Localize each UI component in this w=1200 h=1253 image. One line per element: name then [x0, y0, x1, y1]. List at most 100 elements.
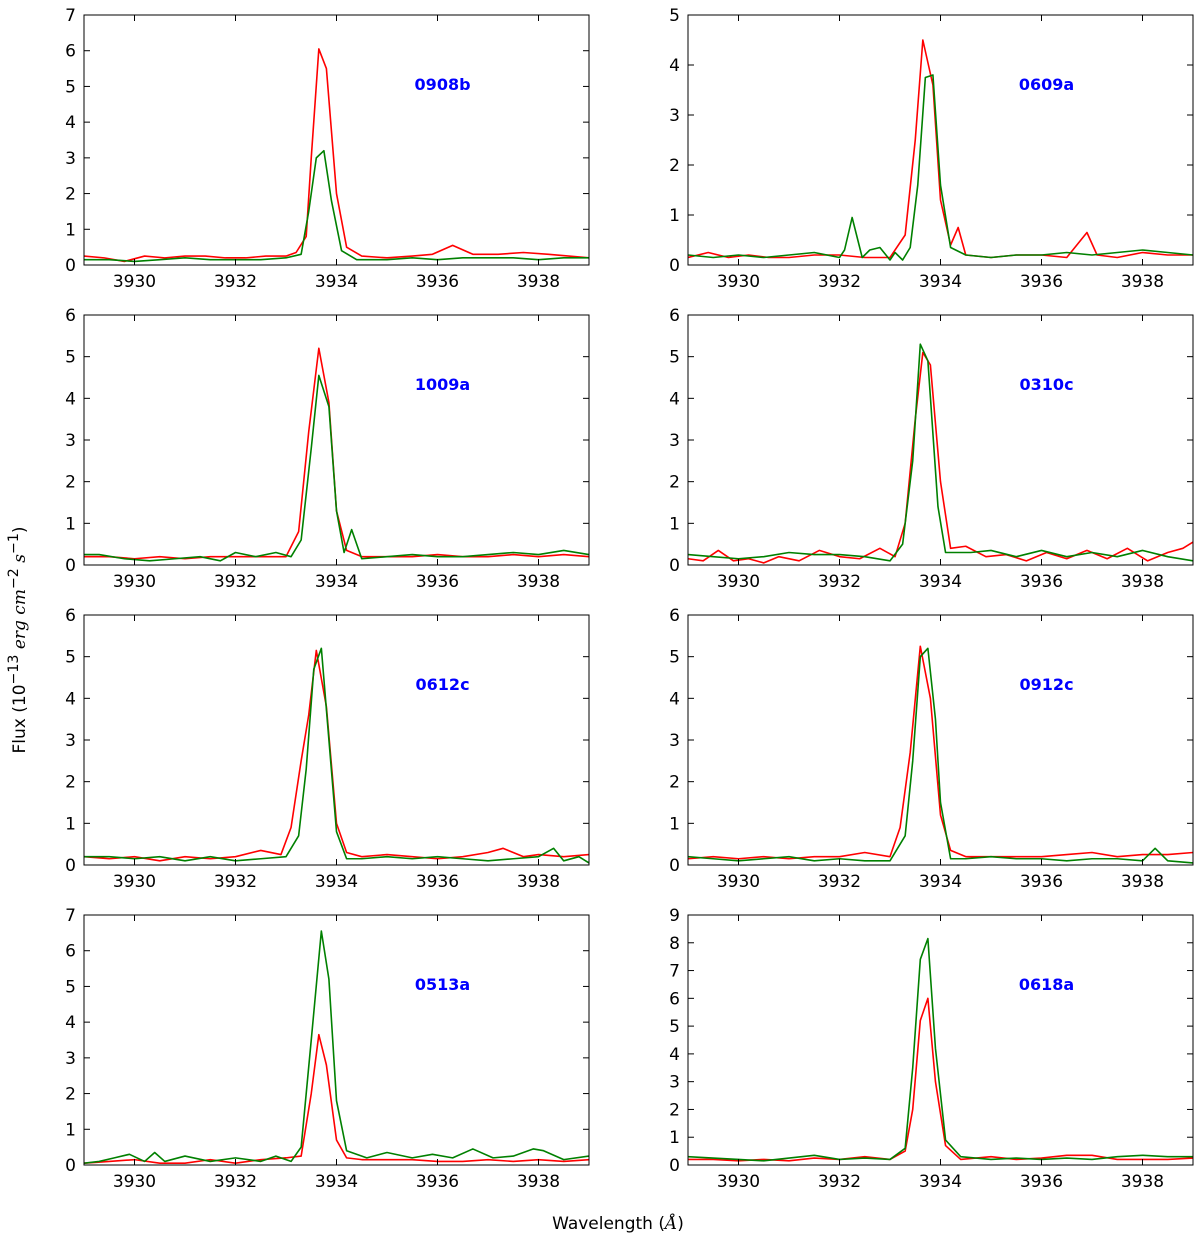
series-line-green — [84, 149, 589, 263]
y-axis-label-seconds-exponent: −1 — [6, 533, 23, 555]
y-tick-label: 3 — [65, 1049, 76, 1069]
y-tick-label: 5 — [65, 977, 76, 997]
x-tick-label: 3932 — [818, 1172, 861, 1192]
y-tick-label: 0 — [669, 856, 680, 876]
x-tick-label: 3938 — [1121, 872, 1164, 892]
x-tick-label: 3932 — [818, 872, 861, 892]
y-tick-label: 4 — [669, 689, 680, 709]
y-tick-label: 3 — [669, 431, 680, 451]
panel-label: 0618a — [1019, 975, 1074, 994]
y-tick-label: 3 — [669, 106, 680, 126]
y-tick-label: 4 — [669, 56, 680, 76]
y-axis-label-exponent: −13 — [6, 654, 23, 685]
y-tick-label: 1 — [65, 1120, 76, 1140]
x-tick-label: 3934 — [919, 872, 962, 892]
series-line-green — [688, 647, 1193, 864]
x-tick-label: 3932 — [214, 272, 257, 292]
series-line-red — [84, 347, 589, 560]
y-tick-label: 7 — [669, 962, 680, 982]
chart-panel-0912c: 0 1 2 3 4 5 6 3930 3932 3934 3936 3938 0912c — [669, 606, 1194, 892]
x-tick-label: 3938 — [517, 1172, 560, 1192]
x-tick-label: 3932 — [214, 572, 257, 592]
x-tick-label: 3934 — [919, 272, 962, 292]
chart-panel-0612c: 0 1 2 3 4 5 6 3930 3932 3934 3936 3938 0612c — [65, 606, 590, 892]
y-tick-label: 6 — [669, 989, 680, 1009]
x-axis-label-prefix: Wavelength ( — [552, 1214, 665, 1234]
y-tick-label: 3 — [669, 731, 680, 751]
y-tick-label: 7 — [65, 6, 76, 26]
y-tick-label: 0 — [65, 256, 76, 276]
chart-panel-0618a: 0 1 2 3 4 5 6 7 8 9 3930 3932 3934 3936 3938 0618a — [669, 906, 1194, 1192]
x-tick-label: 3936 — [416, 272, 459, 292]
x-tick-label: 3934 — [315, 272, 358, 292]
y-tick-label: 2 — [669, 1100, 680, 1120]
series-line-green — [84, 930, 589, 1165]
x-axis-label-unit: Å — [664, 1214, 678, 1234]
panel-label: 0513a — [415, 975, 470, 994]
plot-frame — [83, 314, 590, 566]
x-tick-label: 3936 — [1020, 872, 1063, 892]
x-tick-label: 3936 — [416, 1172, 459, 1192]
y-axis-label-units-exponent: −2 — [6, 568, 23, 590]
x-tick-label: 3936 — [1020, 1172, 1063, 1192]
plot-frame — [687, 614, 1194, 866]
chart-panel-0513a: 0 1 2 3 4 5 6 7 3930 3932 3934 3936 3938 0513a — [65, 906, 590, 1192]
plot-frame — [83, 914, 590, 1166]
y-tick-label: 2 — [65, 473, 76, 493]
y-tick-label: 1 — [65, 514, 76, 534]
y-tick-label: 3 — [65, 149, 76, 169]
x-tick-label: 3932 — [214, 872, 257, 892]
chart-panel-0908b: 0 1 2 3 4 5 6 7 3930 3932 3934 3936 3938 0908b — [65, 6, 590, 292]
y-axis-label: Flux (10−13 erg cm−2 s−1) — [6, 527, 30, 754]
x-axis-label: Wavelength (Å) — [552, 1214, 684, 1234]
y-tick-label: 3 — [65, 431, 76, 451]
x-tick-label: 3930 — [113, 572, 156, 592]
y-tick-label: 5 — [669, 348, 680, 368]
y-tick-label: 0 — [65, 1156, 76, 1176]
y-tick-label: 7 — [65, 906, 76, 926]
panel-label: 0912c — [1020, 675, 1074, 694]
chart-panel-1009a: 0 1 2 3 4 5 6 3930 3932 3934 3936 3938 1009a — [65, 306, 590, 592]
x-tick-label: 3938 — [517, 572, 560, 592]
y-axis-label-container: Flux (10−13 erg cm−2 s−1) — [0, 0, 40, 1253]
y-tick-label: 5 — [669, 6, 680, 26]
series-line-green — [688, 74, 1193, 261]
series-line-red — [688, 997, 1193, 1162]
panel-label: 0609a — [1019, 75, 1074, 94]
y-tick-label: 6 — [669, 606, 680, 626]
y-tick-label: 2 — [65, 185, 76, 205]
y-tick-label: 0 — [669, 556, 680, 576]
y-tick-label: 6 — [669, 306, 680, 326]
y-tick-label: 1 — [65, 220, 76, 240]
y-tick-label: 5 — [65, 77, 76, 97]
x-tick-label: 3934 — [315, 1172, 358, 1192]
series-line-green — [688, 937, 1193, 1162]
plot-frame — [687, 14, 1194, 266]
y-tick-label: 8 — [669, 934, 680, 954]
x-tick-label: 3938 — [517, 872, 560, 892]
y-tick-label: 2 — [65, 773, 76, 793]
y-tick-label: 6 — [65, 42, 76, 62]
y-tick-label: 3 — [669, 1073, 680, 1093]
y-tick-label: 0 — [669, 256, 680, 276]
x-tick-label: 3930 — [717, 872, 760, 892]
y-tick-label: 1 — [669, 1128, 680, 1148]
x-tick-label: 3934 — [919, 572, 962, 592]
panel-label: 0908b — [415, 75, 471, 94]
y-tick-label: 0 — [65, 856, 76, 876]
x-tick-label: 3932 — [214, 1172, 257, 1192]
series-line-green — [84, 647, 589, 864]
y-tick-label: 4 — [65, 113, 76, 133]
y-axis-label-seconds: s — [9, 554, 30, 563]
series-line-green — [84, 374, 589, 562]
x-tick-label: 3934 — [315, 872, 358, 892]
x-tick-label: 3938 — [517, 272, 560, 292]
plot-frame — [687, 314, 1194, 566]
y-tick-label: 0 — [669, 1156, 680, 1176]
y-tick-label: 2 — [65, 1085, 76, 1105]
y-tick-label: 2 — [669, 773, 680, 793]
y-tick-label: 1 — [669, 514, 680, 534]
x-tick-label: 3930 — [113, 272, 156, 292]
panel-label: 0310c — [1020, 375, 1074, 394]
y-tick-label: 1 — [669, 206, 680, 226]
